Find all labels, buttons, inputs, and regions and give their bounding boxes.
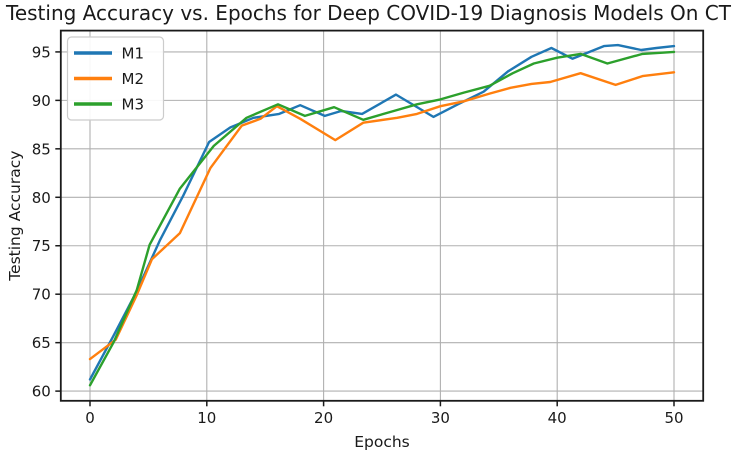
x-tick-label: 10 — [197, 409, 216, 427]
x-tick-label: 0 — [85, 409, 95, 427]
y-tick-label: 65 — [32, 334, 51, 352]
plot-background — [60, 30, 704, 401]
chart-title: Testing Accuracy vs. Epochs for Deep COV… — [6, 1, 731, 25]
legend-label-m1: M1 — [122, 45, 145, 63]
y-tick-label: 75 — [32, 237, 51, 255]
legend-label-m3: M3 — [122, 96, 145, 114]
plot-border — [59, 29, 705, 402]
series-line-m1 — [88, 43, 676, 381]
y-tick-label: 80 — [32, 189, 51, 207]
x-tick-label: 40 — [548, 409, 567, 427]
y-tick-label: 90 — [32, 92, 51, 110]
x-axis-title: Epochs — [354, 433, 410, 451]
y-axis-title: Testing Accuracy — [6, 151, 24, 282]
y-tick-label: 70 — [32, 286, 51, 304]
y-tick-label: 60 — [32, 383, 51, 401]
series-line-m2 — [88, 71, 676, 361]
series-line-m3 — [88, 50, 676, 387]
y-tick-label: 95 — [32, 43, 51, 61]
x-tick-label: 20 — [314, 409, 333, 427]
x-tick-label: 30 — [431, 409, 450, 427]
y-tick-label: 85 — [32, 140, 51, 158]
legend-label-m2: M2 — [122, 70, 145, 88]
legend-box — [66, 36, 165, 121]
x-tick-label: 50 — [664, 409, 683, 427]
